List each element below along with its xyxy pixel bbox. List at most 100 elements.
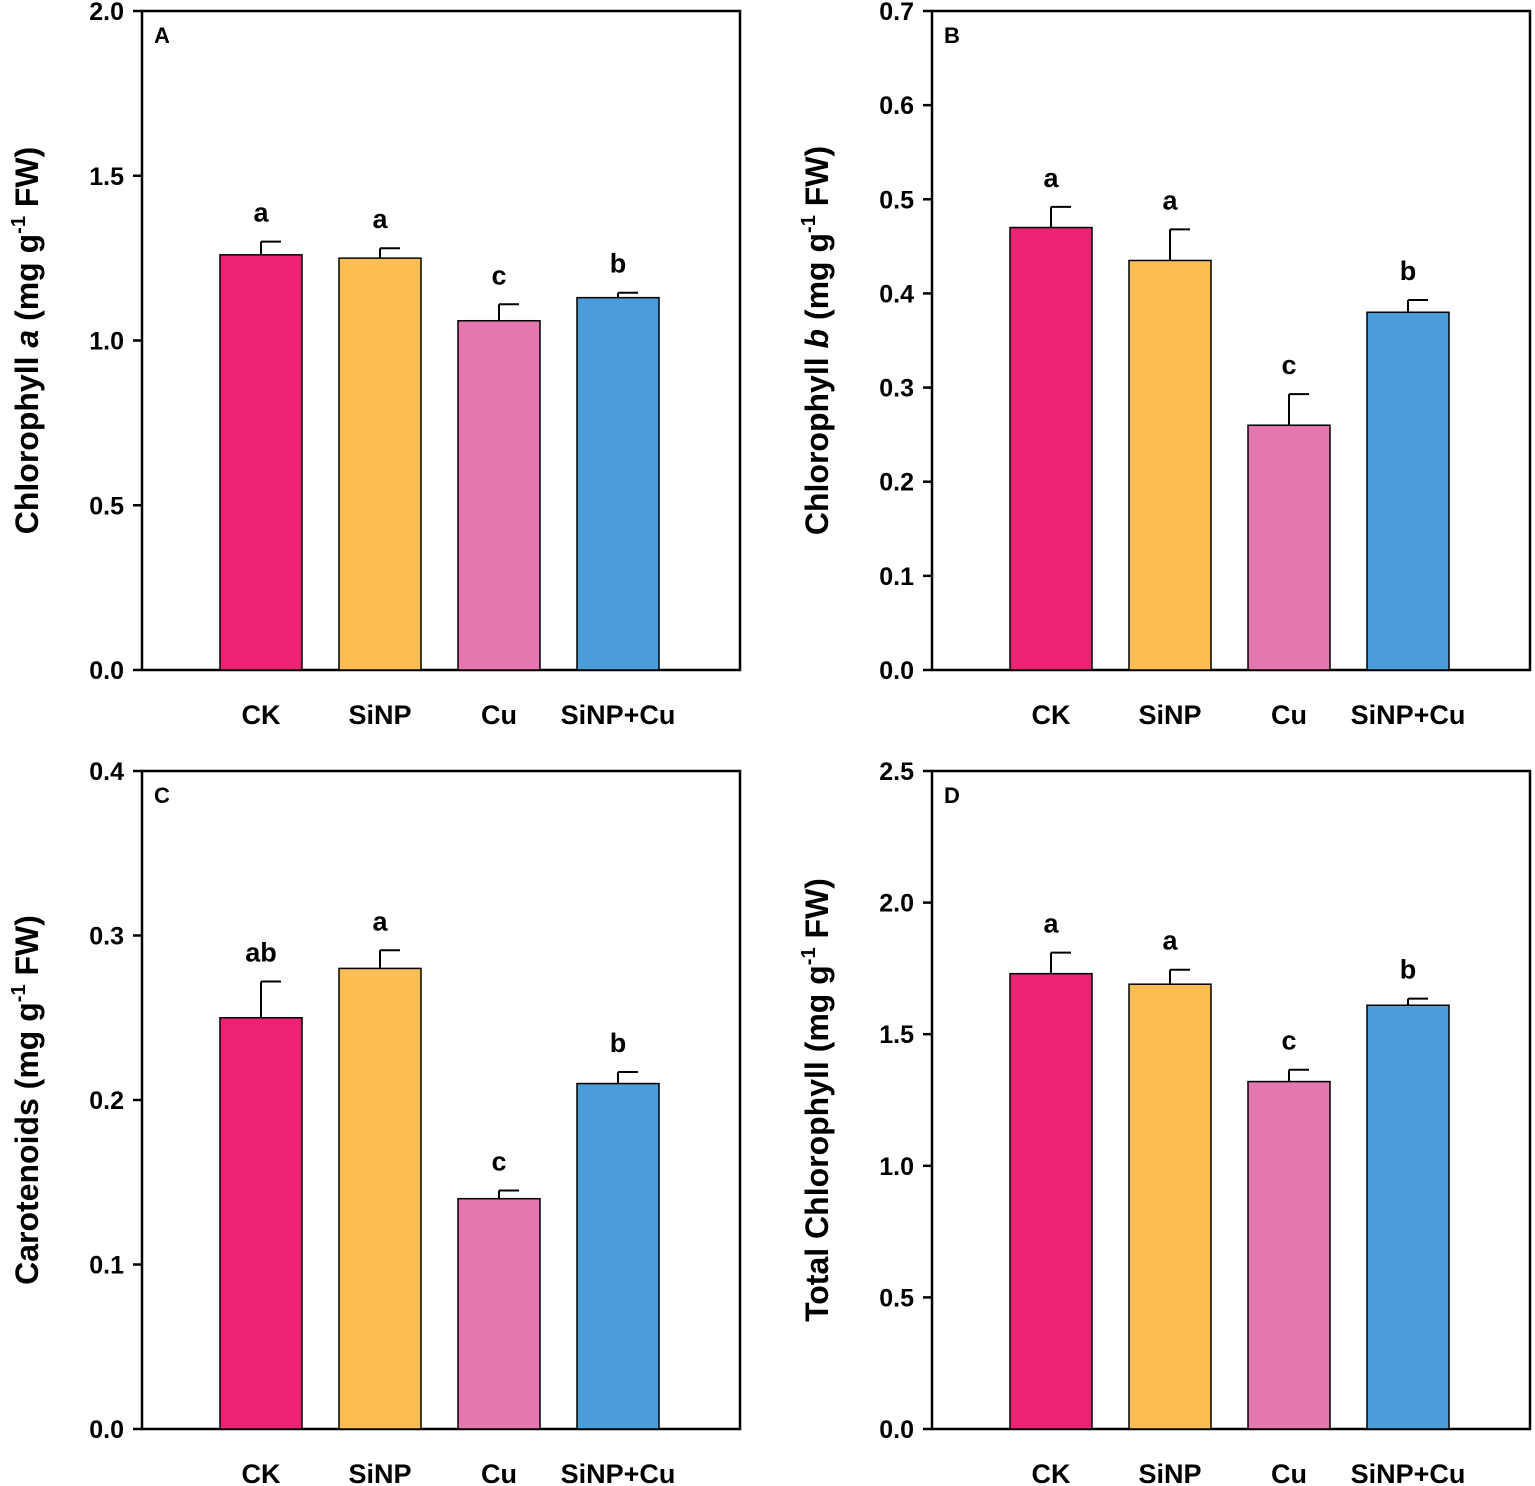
significance-letter: c: [491, 260, 506, 290]
y-axis-label: Carotenoids (mg g-1 FW): [8, 915, 45, 1285]
bar-cu: [1247, 424, 1331, 671]
significance-letter: b: [610, 249, 627, 279]
significance-letter: b: [610, 1028, 627, 1058]
y-tick-label: 0.4: [89, 758, 124, 786]
category-label: CK: [242, 700, 281, 730]
y-axis-label-units: (mg g: [9, 234, 45, 330]
category-label: SiNP: [348, 700, 411, 730]
y-tick-label: 1.5: [879, 1021, 914, 1049]
y-tick-label: 0.1: [879, 563, 914, 591]
bar-sinp-cu: [1366, 1004, 1450, 1430]
significance-letter: a: [253, 198, 269, 228]
y-axis-label: Total Chlorophyll (mg g-1 FW): [798, 878, 835, 1322]
y-axis-label-before: Total Chlorophyll: [799, 1061, 835, 1322]
y-tick-label: 0.4: [879, 280, 914, 308]
y-tick-label: 1.0: [89, 328, 124, 356]
y-tick-label: 0.6: [879, 92, 914, 120]
y-tick-label: 0.0: [89, 657, 124, 685]
panel-letter: A: [154, 23, 170, 48]
bar-ck: [1009, 972, 1093, 1430]
bar-sinp: [338, 257, 422, 671]
y-axis-label-units: (mg g: [799, 965, 835, 1061]
bar-ck: [219, 1017, 303, 1430]
bar-cu: [457, 319, 541, 671]
bar-ck: [219, 254, 303, 671]
category-label: CK: [242, 1459, 281, 1486]
category-label: CK: [1032, 700, 1071, 730]
panel-letter: C: [154, 783, 170, 808]
y-tick-label: 0.1: [89, 1252, 124, 1280]
y-axis-label-italic: a: [9, 330, 45, 348]
y-axis-label-units: (mg g: [9, 1002, 45, 1098]
y-tick-label: 1.0: [879, 1153, 914, 1181]
bar-cu: [457, 1197, 541, 1430]
y-axis-label-after: FW): [799, 146, 835, 215]
y-tick-label: 2.5: [879, 758, 914, 786]
y-axis-label-units: (mg g: [799, 233, 835, 329]
y-axis-label-sup: -1: [8, 216, 30, 234]
category-label: SiNP: [1138, 1459, 1201, 1486]
y-axis-label-before: Carotenoids: [9, 1098, 45, 1285]
y-axis-label-after: FW): [9, 147, 45, 216]
y-tick-label: 1.5: [89, 163, 124, 191]
y-tick-label: 0.0: [879, 657, 914, 685]
category-label: Cu: [1271, 1459, 1307, 1486]
y-tick-label: 2.0: [879, 890, 914, 918]
panel-d: 0.0 0.5 1.0 1.5 2.0 2.5 Da CK a SiNP c Cu b SiNP+Cu To…: [798, 758, 1532, 1486]
category-label: SiNP: [1138, 700, 1201, 730]
y-tick-label: 0.3: [89, 923, 124, 951]
panel-letter: B: [944, 23, 960, 48]
category-label: SiNP+Cu: [561, 1459, 676, 1486]
significance-letter: a: [1043, 163, 1059, 193]
significance-letter: c: [491, 1146, 506, 1176]
category-label: SiNP+Cu: [1351, 700, 1466, 730]
bar-sinp: [338, 967, 422, 1430]
category-label: SiNP+Cu: [561, 700, 676, 730]
bar-sinp-cu: [1366, 311, 1450, 671]
y-tick-label: 0.0: [89, 1416, 124, 1444]
significance-letter: b: [1400, 256, 1417, 286]
y-tick-label: 0.3: [879, 375, 914, 403]
y-axis-label-before: Chlorophyll: [9, 348, 45, 535]
category-label: Cu: [1271, 700, 1307, 730]
category-label: Cu: [481, 1459, 517, 1486]
panel-letter: D: [944, 783, 960, 808]
y-axis-label-after: FW): [799, 878, 835, 947]
significance-letter: c: [1281, 350, 1296, 380]
y-axis-label-before: Chlorophyll: [799, 348, 835, 535]
bar-cu: [1247, 1080, 1331, 1430]
y-axis-label: Chlorophyll b (mg g-1 FW): [798, 146, 835, 535]
y-axis-label-sup: -1: [798, 947, 820, 965]
y-tick-label: 0.0: [879, 1416, 914, 1444]
bar-sinp-cu: [576, 1082, 660, 1430]
category-label: Cu: [481, 700, 517, 730]
y-tick-label: 2.0: [89, 0, 124, 26]
plot-frame: [930, 9, 1532, 672]
y-axis-label: Chlorophyll a (mg g-1 FW): [8, 147, 45, 535]
plot-frame: [930, 769, 1532, 1431]
panel-c: 0.0 0.1 0.2 0.3 0.4 Cab CK a SiNP c Cu b SiNP+Cu Caro…: [8, 758, 742, 1486]
category-label: SiNP: [348, 1459, 411, 1486]
significance-letter: ab: [245, 938, 277, 968]
y-tick-label: 0.7: [879, 0, 914, 26]
significance-letter: c: [1281, 1026, 1296, 1056]
panel-a: 0.0 0.5 1.0 1.5 2.0 Aa CK a SiNP c Cu b SiNP+Cu Chlor…: [8, 0, 742, 730]
y-tick-label: 0.5: [879, 186, 914, 214]
category-label: CK: [1032, 1459, 1071, 1486]
significance-letter: a: [1162, 926, 1178, 956]
significance-letter: b: [1400, 955, 1417, 985]
significance-letter: a: [372, 204, 388, 234]
bar-sinp: [1128, 983, 1212, 1430]
panel-b: 0.0 0.1 0.2 0.3 0.4 0.5 0.6 0.7 Ba CK a SiNP c Cu b SiN…: [798, 0, 1532, 730]
y-axis-label-italic: b: [799, 329, 835, 349]
y-tick-label: 0.5: [89, 492, 124, 520]
significance-letter: a: [1162, 185, 1178, 215]
significance-letter: a: [372, 906, 388, 936]
y-tick-label: 0.2: [89, 1087, 124, 1115]
bar-sinp-cu: [576, 296, 660, 671]
category-label: SiNP+Cu: [1351, 1459, 1466, 1486]
y-tick-label: 0.2: [879, 469, 914, 497]
y-axis-label-sup: -1: [798, 215, 820, 233]
bar-sinp: [1128, 259, 1212, 671]
